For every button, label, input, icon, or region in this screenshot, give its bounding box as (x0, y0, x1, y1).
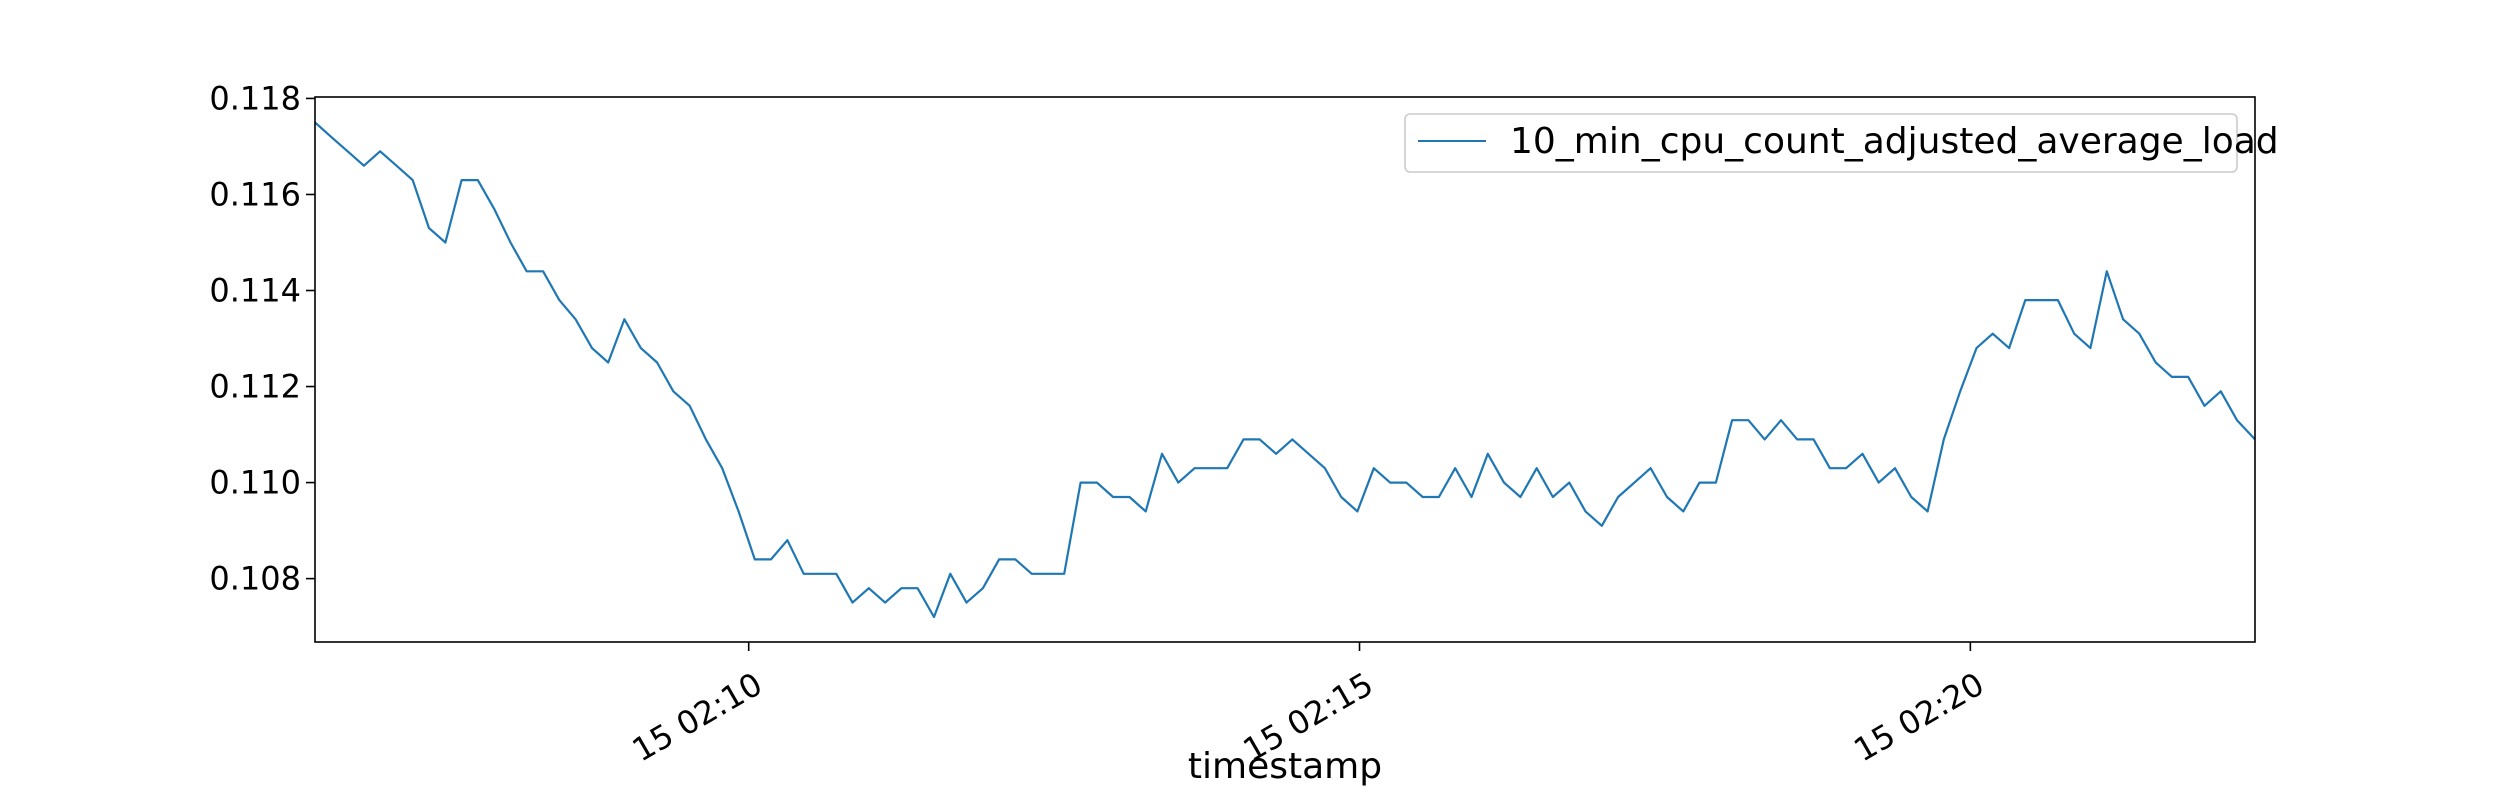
y-tick-label: 0.112 (209, 368, 301, 406)
y-tick-label: 0.116 (209, 175, 301, 213)
x-axis-label: timestamp (1188, 746, 1382, 787)
legend-box (1404, 113, 2238, 173)
y-tick-label: 0.118 (209, 79, 301, 117)
plot-frame (314, 96, 2256, 643)
legend: 10_min_cpu_count_adjusted_average_load (1404, 113, 2279, 173)
y-tick-label: 0.114 (209, 272, 301, 310)
series-layer (314, 121, 2256, 619)
legend-label: 10_min_cpu_count_adjusted_average_load (1510, 121, 2279, 162)
y-tick-label: 0.108 (209, 560, 301, 598)
plot-area (315, 97, 2255, 642)
y-tick-label: 0.110 (209, 464, 301, 502)
series-line (314, 121, 2256, 619)
y-axis: 0.108 0.110 0.112 0.114 0.116 0.118 (209, 79, 315, 598)
